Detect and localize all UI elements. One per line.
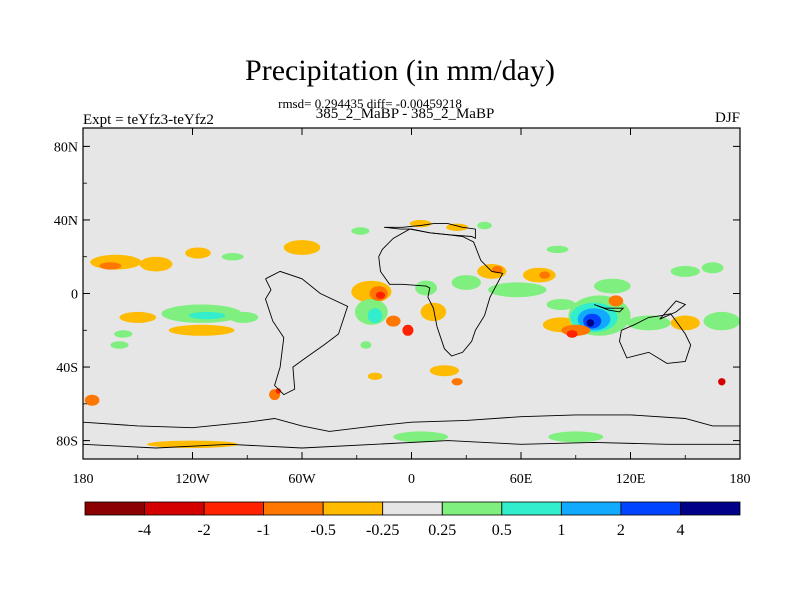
anomaly-region-44 xyxy=(409,219,432,228)
anomaly-region-10 xyxy=(168,324,235,336)
colorbar-swatch-5 xyxy=(382,501,443,516)
anomaly-region-11 xyxy=(114,330,133,338)
anomaly-region-47 xyxy=(546,245,569,254)
y-tick-label-2: 0 xyxy=(71,288,78,303)
colorbar-swatch-3 xyxy=(263,501,324,516)
anomaly-region-53 xyxy=(275,388,281,394)
anomaly-region-27 xyxy=(594,278,631,294)
anomaly-region-19 xyxy=(415,280,437,296)
anomaly-region-41 xyxy=(670,265,700,277)
y-tick-label-0: 80N xyxy=(54,140,78,155)
anomaly-region-49 xyxy=(451,378,463,386)
anomaly-region-18 xyxy=(402,324,414,336)
anomaly-region-3 xyxy=(185,247,211,259)
anomaly-region-54 xyxy=(718,378,726,386)
anomaly-region-36 xyxy=(566,330,578,338)
y-tick-label-4: 80S xyxy=(56,435,78,450)
anomaly-region-1 xyxy=(99,262,122,270)
anomaly-region-2 xyxy=(139,256,173,272)
coastline-3 xyxy=(593,304,625,313)
colorbar-label-1: -2 xyxy=(197,522,210,539)
anomaly-region-17 xyxy=(386,315,401,327)
anomaly-region-16 xyxy=(375,291,386,299)
map-background xyxy=(83,128,740,459)
y-tick-label-1: 40N xyxy=(54,214,78,229)
experiment-label: Expt = teYfz3-teYfz2 xyxy=(83,112,214,128)
colorbar-swatch-0 xyxy=(84,501,145,516)
anomaly-region-51 xyxy=(84,394,100,406)
x-tick-label-3: 0 xyxy=(408,472,415,487)
anomaly-region-45 xyxy=(446,223,468,231)
x-tick-label-2: 60W xyxy=(288,472,316,487)
colorbar-label-3: -0.5 xyxy=(311,522,336,539)
anomaly-region-37 xyxy=(608,295,624,307)
anomaly-region-25 xyxy=(539,271,551,279)
coastline-6 xyxy=(83,440,740,449)
colorbar-label-0: -4 xyxy=(138,522,151,539)
anomaly-region-39 xyxy=(670,315,700,331)
coastline-7 xyxy=(659,300,687,320)
colorbar-label-6: 0.5 xyxy=(492,522,512,539)
colorbar-swatch-1 xyxy=(144,501,205,516)
coastline-5 xyxy=(83,414,740,432)
anomaly-region-8 xyxy=(188,311,226,320)
coastline-4 xyxy=(265,270,349,396)
anomaly-region-58 xyxy=(360,341,372,349)
anomaly-region-9 xyxy=(229,311,259,323)
colorbar-swatch-4 xyxy=(322,501,384,516)
anomaly-region-34 xyxy=(586,319,595,327)
y-tick-label-3: 40S xyxy=(56,361,78,376)
anomaly-region-50 xyxy=(367,372,383,380)
anomaly-region-20 xyxy=(420,302,447,322)
anomaly-region-46 xyxy=(477,221,492,230)
colorbar-swatch-8 xyxy=(561,501,622,516)
colorbar-swatch-10 xyxy=(680,501,741,516)
anomaly-region-14 xyxy=(367,308,383,323)
anomaly-region-4 xyxy=(221,253,244,261)
anomaly-region-28 xyxy=(546,299,576,310)
colorbar-label-4: -0.25 xyxy=(366,522,399,539)
anomaly-region-55 xyxy=(393,431,448,443)
x-tick-label-0: 180 xyxy=(73,472,94,487)
colorbar-label-2: -1 xyxy=(257,522,270,539)
stats-line: rmsd= 0.294435 diff= -0.00459218 xyxy=(278,96,462,111)
colorbar-label-9: 4 xyxy=(677,522,685,539)
anomaly-region-43 xyxy=(351,227,370,235)
anomaly-region-57 xyxy=(146,440,239,448)
coastline-1 xyxy=(378,228,504,357)
chart-title: Precipitation (in mm/day) xyxy=(245,54,555,87)
colorbar-swatch-6 xyxy=(441,501,503,516)
anomaly-region-48 xyxy=(429,365,459,377)
season-label: DJF xyxy=(714,110,740,126)
anomaly-region-21 xyxy=(451,275,481,290)
colorbar-label-8: 2 xyxy=(617,522,625,539)
colorbar-label-5: 0.25 xyxy=(428,522,456,539)
anomaly-region-59 xyxy=(110,341,129,349)
anomaly-region-40 xyxy=(703,311,740,331)
x-tick-label-5: 120E xyxy=(616,472,646,487)
anomaly-region-5 xyxy=(283,240,321,255)
colorbar-label-7: 1 xyxy=(557,522,565,539)
chart-subtitle: 385_2_MaBP - 385_2_MaBP xyxy=(315,106,495,122)
colorbar-swatch-7 xyxy=(501,501,562,516)
anomaly-region-26 xyxy=(488,282,547,298)
x-tick-label-6: 180 xyxy=(730,472,751,487)
colorbar-swatch-9 xyxy=(620,501,681,516)
anomaly-region-42 xyxy=(701,262,724,274)
coastline-2 xyxy=(619,313,692,364)
anomaly-region-56 xyxy=(548,431,604,443)
colorbar-swatch-2 xyxy=(203,501,265,516)
anomaly-region-6 xyxy=(119,311,157,323)
x-tick-label-4: 60E xyxy=(510,472,533,487)
x-tick-label-1: 120W xyxy=(175,472,210,487)
